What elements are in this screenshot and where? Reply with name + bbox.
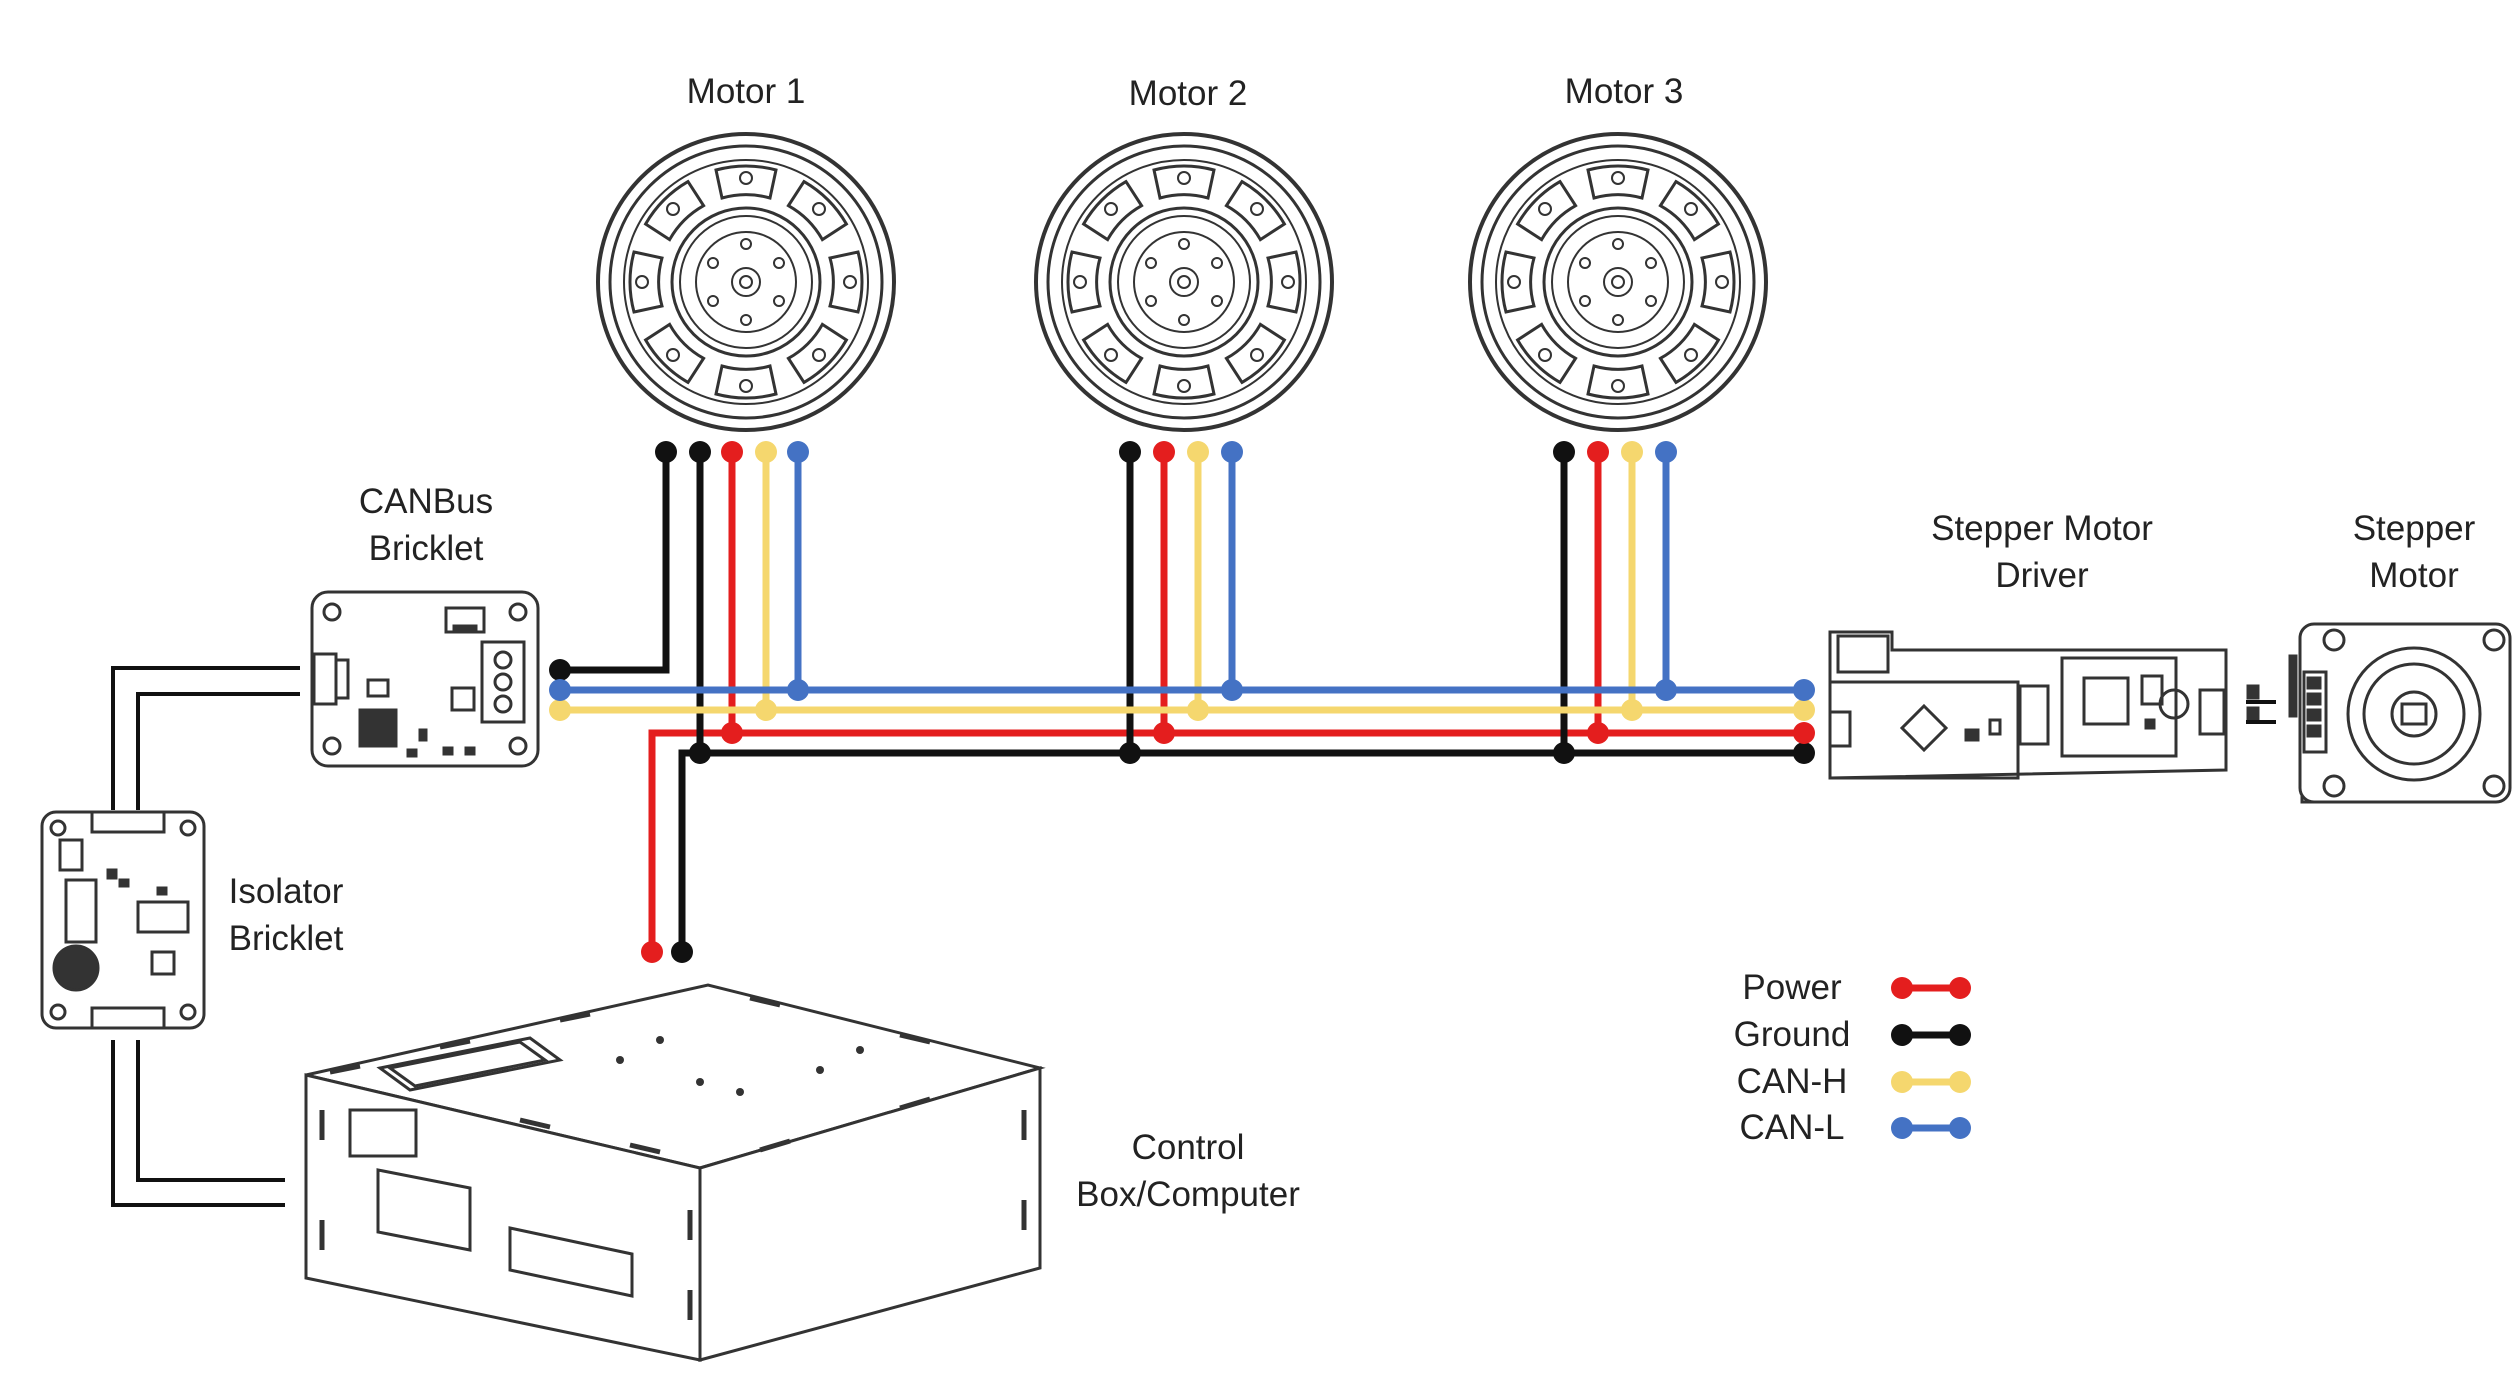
legend-swatch-can-h: [1891, 1071, 1971, 1093]
canbus-label-line-1: CANBus: [358, 482, 494, 521]
stepper-motor-label-line-1: Stepper: [2352, 509, 2476, 548]
legend-swatches: [1891, 977, 1971, 1139]
legend-label-power: Power: [1742, 968, 1842, 1007]
motor-2-label: Motor 2: [1128, 74, 1248, 113]
stepper-motor-drawing: [2246, 622, 2512, 804]
can-h-wires: [560, 452, 1804, 714]
power-wires: [648, 452, 1804, 952]
legend-swatch-ground: [1891, 1024, 1971, 1046]
stepper-driver-board: [1828, 630, 2228, 780]
isolator-label-line-2: Bricklet: [228, 919, 344, 958]
control-box-label-line-1: Control: [1131, 1128, 1245, 1167]
legend-swatch-power: [1891, 977, 1971, 999]
stepper-driver-label-line-2: Driver: [1995, 556, 2089, 595]
motor-1-drawing: [596, 132, 896, 432]
legend-label-ground: Ground: [1733, 1015, 1851, 1054]
control-box-label-line-2: Box/Computer: [1076, 1175, 1300, 1214]
stepper-driver-label-line-1: Stepper Motor: [1931, 509, 2153, 548]
motor-3-label: Motor 3: [1564, 72, 1684, 111]
driver-motor-connector: [2246, 700, 2276, 724]
can-l-wires: [560, 452, 1804, 694]
motor-3-drawing: [1468, 132, 1768, 432]
stepper-motor-label-line-2: Motor: [2369, 556, 2459, 595]
motor-1-label: Motor 1: [686, 72, 806, 111]
legend-swatch-can-l: [1891, 1117, 1971, 1139]
motor-2-drawing: [1034, 132, 1334, 432]
canbus-label-line-2: Bricklet: [368, 529, 484, 568]
isolator-label-line-1: Isolator: [228, 872, 344, 911]
ground-wires: [560, 452, 1804, 952]
legend-label-can-l: CAN-L: [1739, 1108, 1845, 1147]
canbus-bricklet-board: [310, 590, 540, 768]
legend-label-can-h: CAN-H: [1736, 1062, 1848, 1101]
isolator-bricklet-board: [40, 810, 206, 1030]
isolator-connection-lines: [111, 666, 300, 1207]
wire-dots: [549, 441, 1815, 963]
control-box-drawing: [304, 983, 1046, 1362]
